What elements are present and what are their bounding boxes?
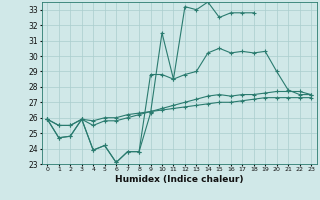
X-axis label: Humidex (Indice chaleur): Humidex (Indice chaleur)	[115, 175, 244, 184]
